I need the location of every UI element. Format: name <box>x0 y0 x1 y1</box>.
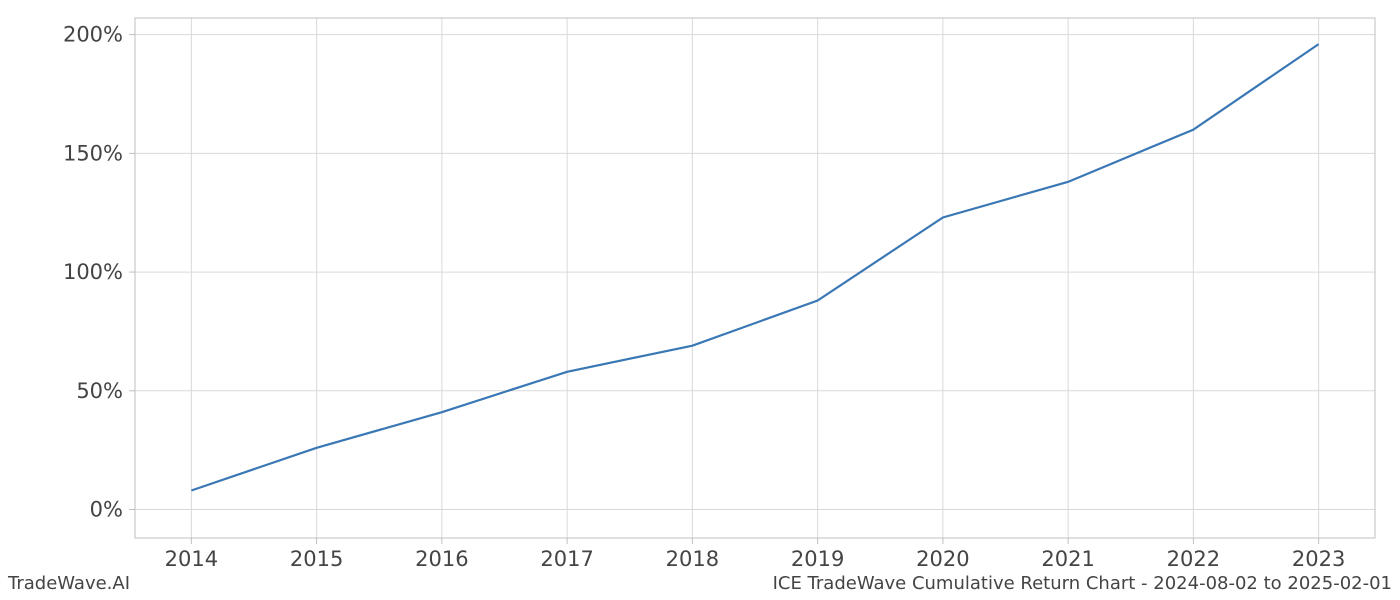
x-tick-label: 2017 <box>540 547 593 571</box>
x-tick-label: 2018 <box>666 547 719 571</box>
x-tick-label: 2014 <box>165 547 218 571</box>
y-tick-label: 200% <box>63 23 123 47</box>
y-tick-label: 100% <box>63 260 123 284</box>
x-tick-label: 2015 <box>290 547 343 571</box>
y-tick-label: 50% <box>76 379 123 403</box>
x-tick-label: 2022 <box>1167 547 1220 571</box>
chart-container: 2014 2015 2016 2017 2018 2019 2020 2021 2022 2023… <box>0 0 1400 600</box>
x-tick-label: 2021 <box>1041 547 1094 571</box>
x-tick-label: 2023 <box>1292 547 1345 571</box>
y-tick-label: 0% <box>90 498 123 522</box>
line-chart: 2014 2015 2016 2017 2018 2019 2020 2021 2022 2023… <box>0 0 1400 600</box>
x-tick-label: 2016 <box>415 547 468 571</box>
y-tick-label: 150% <box>63 141 123 165</box>
x-tick-label: 2020 <box>916 547 969 571</box>
footer-brand: TradeWave.AI <box>8 573 130 594</box>
footer-caption: ICE TradeWave Cumulative Return Chart - … <box>773 573 1392 594</box>
x-tick-label: 2019 <box>791 547 844 571</box>
